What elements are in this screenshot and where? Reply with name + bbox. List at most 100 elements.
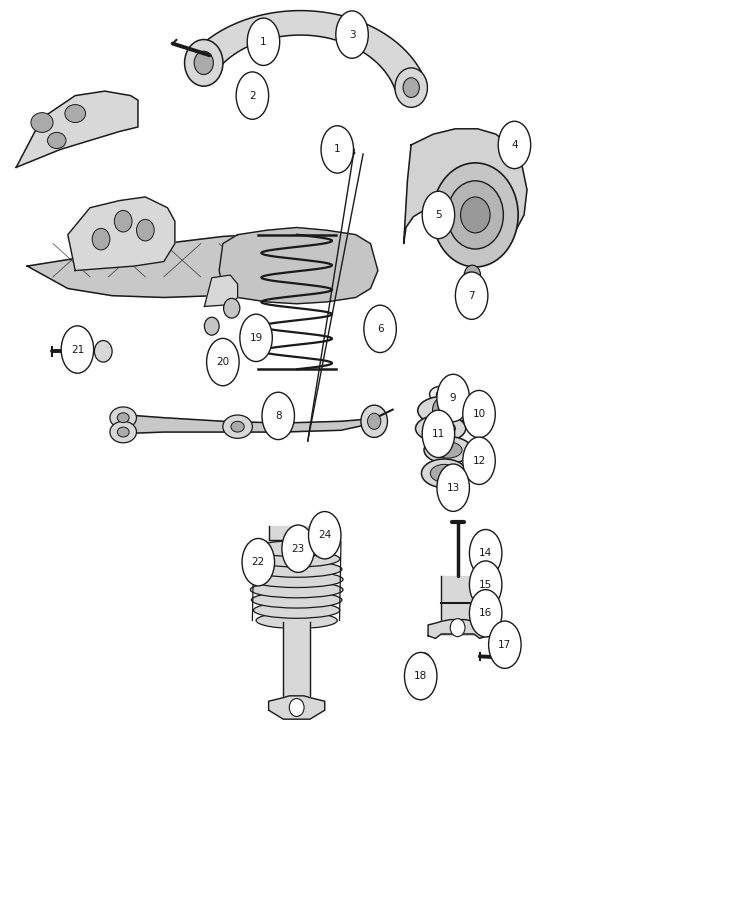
Polygon shape [27, 233, 370, 298]
Ellipse shape [422, 191, 455, 238]
Polygon shape [68, 197, 175, 271]
Ellipse shape [434, 442, 462, 458]
Ellipse shape [463, 437, 495, 484]
Ellipse shape [430, 386, 452, 402]
Circle shape [136, 220, 154, 241]
Circle shape [461, 197, 490, 233]
Polygon shape [16, 91, 138, 167]
Ellipse shape [424, 436, 472, 464]
Ellipse shape [240, 314, 272, 362]
Text: 12: 12 [473, 455, 485, 466]
Ellipse shape [498, 122, 531, 168]
Polygon shape [219, 228, 378, 304]
Ellipse shape [431, 464, 459, 482]
Text: 20: 20 [216, 357, 230, 367]
Text: 3: 3 [349, 30, 356, 40]
Text: 14: 14 [479, 548, 492, 558]
Text: 18: 18 [414, 671, 428, 681]
Circle shape [433, 163, 518, 267]
Ellipse shape [110, 407, 136, 428]
Ellipse shape [250, 572, 343, 588]
Text: 24: 24 [318, 530, 331, 540]
Ellipse shape [418, 396, 471, 425]
Circle shape [451, 618, 465, 636]
Ellipse shape [117, 413, 129, 423]
Text: 2: 2 [249, 91, 256, 101]
Text: 22: 22 [252, 557, 265, 567]
Polygon shape [205, 275, 238, 306]
Ellipse shape [205, 317, 219, 335]
Circle shape [433, 396, 456, 425]
Ellipse shape [456, 272, 488, 320]
Text: 19: 19 [250, 333, 263, 343]
Text: 16: 16 [479, 608, 492, 618]
Polygon shape [428, 619, 487, 638]
Ellipse shape [110, 421, 136, 443]
Ellipse shape [308, 511, 341, 559]
Ellipse shape [469, 529, 502, 577]
Ellipse shape [47, 132, 66, 148]
Text: 9: 9 [450, 393, 456, 403]
Polygon shape [190, 11, 427, 91]
Ellipse shape [236, 72, 269, 120]
Circle shape [395, 68, 428, 107]
Ellipse shape [416, 415, 466, 442]
Ellipse shape [463, 391, 495, 437]
Ellipse shape [426, 420, 456, 436]
Circle shape [114, 211, 132, 232]
Circle shape [92, 229, 110, 250]
Ellipse shape [321, 126, 353, 173]
Ellipse shape [65, 104, 85, 122]
Text: 23: 23 [291, 544, 305, 554]
Ellipse shape [207, 338, 239, 386]
Ellipse shape [117, 428, 129, 437]
Text: 11: 11 [432, 428, 445, 439]
Ellipse shape [437, 374, 469, 421]
Circle shape [185, 40, 223, 86]
Circle shape [403, 77, 419, 97]
Text: 6: 6 [376, 324, 383, 334]
Ellipse shape [250, 581, 343, 598]
Text: 15: 15 [479, 580, 492, 590]
Ellipse shape [422, 459, 468, 488]
Ellipse shape [436, 392, 445, 398]
Circle shape [509, 134, 527, 156]
Text: 1: 1 [260, 37, 267, 47]
Ellipse shape [251, 561, 342, 577]
Ellipse shape [247, 18, 279, 66]
Ellipse shape [262, 392, 294, 439]
Ellipse shape [488, 621, 521, 669]
Circle shape [465, 266, 480, 285]
Polygon shape [269, 696, 325, 719]
Circle shape [194, 51, 213, 75]
Ellipse shape [469, 561, 502, 608]
Text: 5: 5 [435, 210, 442, 220]
Ellipse shape [437, 464, 469, 511]
Ellipse shape [223, 415, 253, 438]
Ellipse shape [251, 592, 342, 608]
Text: 4: 4 [511, 140, 518, 150]
Ellipse shape [282, 525, 314, 572]
Ellipse shape [416, 652, 431, 670]
Text: 13: 13 [447, 482, 460, 492]
Ellipse shape [256, 541, 337, 557]
Ellipse shape [224, 299, 240, 318]
Ellipse shape [364, 305, 396, 353]
Circle shape [361, 405, 388, 437]
Ellipse shape [405, 652, 437, 700]
Ellipse shape [469, 590, 502, 637]
Text: 21: 21 [71, 345, 84, 355]
Ellipse shape [62, 326, 93, 374]
Ellipse shape [31, 112, 53, 132]
Polygon shape [116, 414, 374, 434]
Circle shape [289, 698, 304, 716]
Ellipse shape [422, 410, 455, 457]
Ellipse shape [231, 421, 245, 432]
Circle shape [94, 340, 112, 362]
Text: 1: 1 [334, 144, 341, 155]
Circle shape [448, 181, 503, 249]
Ellipse shape [420, 657, 428, 666]
Circle shape [368, 413, 381, 429]
Text: 10: 10 [473, 410, 485, 419]
Text: 7: 7 [468, 291, 475, 301]
